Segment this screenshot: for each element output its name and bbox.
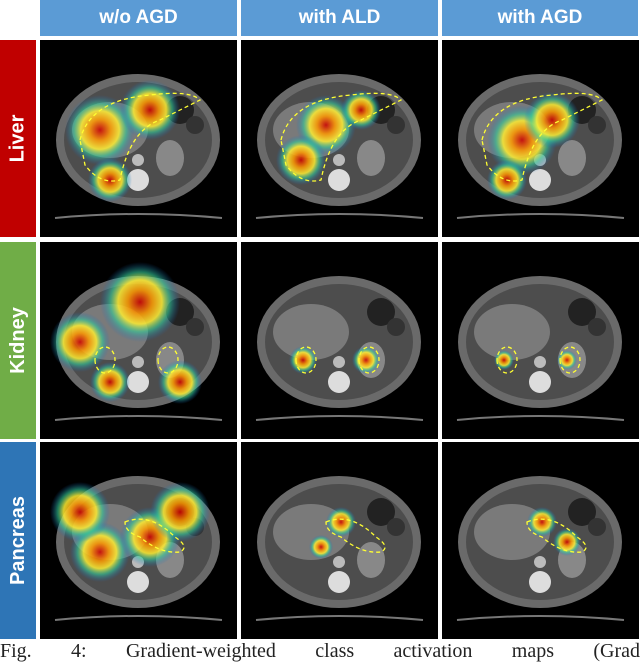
column-header: with ALD: [241, 0, 438, 36]
ct-image: [442, 242, 639, 439]
row-label: Liver: [6, 114, 29, 163]
ct-image: [241, 442, 438, 639]
ct-image: [241, 40, 438, 237]
figure-caption: Fig. 4: Gradient-weighted class activati…: [0, 640, 640, 662]
ct-image: [442, 40, 639, 237]
column-header: with AGD: [442, 0, 638, 36]
ct-image: [442, 442, 639, 639]
column-header: w/o AGD: [40, 0, 237, 36]
row-label: Pancreas: [6, 496, 29, 585]
ct-image: [40, 442, 237, 639]
ct-image: [40, 242, 237, 439]
ct-image: [40, 40, 237, 237]
row-label: Kidney: [6, 307, 29, 374]
row-header: Kidney: [0, 242, 36, 439]
row-header: Pancreas: [0, 442, 36, 639]
ct-image: [241, 242, 438, 439]
row-header: Liver: [0, 40, 36, 237]
